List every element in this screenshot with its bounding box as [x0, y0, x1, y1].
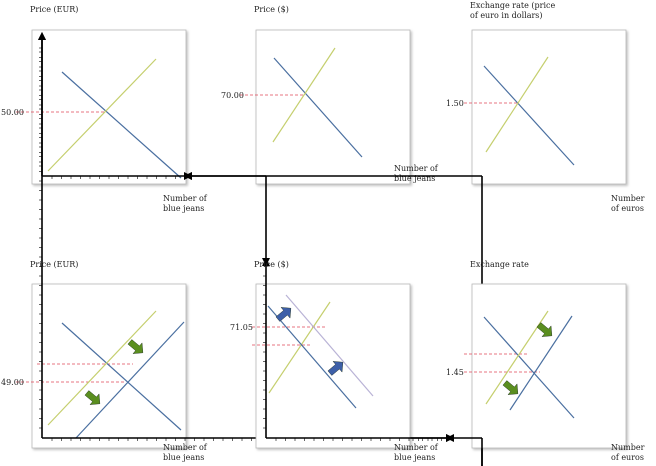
- green-arrow-down-right-icon: [127, 339, 144, 354]
- blue-arrow-up-right-icon: [275, 307, 292, 322]
- demand-curve: [61, 71, 182, 179]
- x-axis-label-line: Number of: [394, 164, 439, 173]
- price-value-label: 1.45: [446, 368, 464, 377]
- x-axis-label: Number of blue jeans: [394, 443, 439, 462]
- y-axis-label-line: Price (EUR): [30, 5, 78, 14]
- demand-curve: [483, 65, 575, 166]
- x-axis-label-line: blue jeans: [163, 204, 204, 213]
- y-axis-label: Price (EUR): [30, 260, 78, 269]
- x-axis-label-line: Number of: [163, 194, 208, 203]
- demand-curve: [483, 316, 575, 419]
- y-axis-label-line: Exchange rate (price: [470, 1, 555, 10]
- y-axis-label-line: Exchange rate: [470, 260, 529, 269]
- demand-curve: [509, 315, 573, 411]
- plot-frame: [471, 283, 627, 449]
- y-axis-label: Price ($): [254, 5, 289, 14]
- blue-arrow-up-right-icon: [327, 361, 344, 376]
- x-axis-label: Number of blue jeans: [163, 443, 208, 462]
- panel-p2: Price ($) Number of blue jeans 70.00: [184, 5, 439, 266]
- y-axis-label-line: of euro in dollars): [470, 11, 543, 20]
- supply-curve: [272, 47, 336, 143]
- x-axis-label-line: blue jeans: [394, 453, 435, 462]
- plot-frame: [255, 29, 411, 185]
- plot-frame: [471, 29, 627, 185]
- x-axis-label: Number of euros: [611, 443, 645, 462]
- y-axis-label-line: Price ($): [254, 260, 289, 269]
- x-axis-label-line: Number: [611, 194, 645, 203]
- x-axis-label-line: Number: [611, 443, 645, 452]
- shifted-demand-curve: [285, 294, 374, 397]
- panel-p3: Exchange rate (price of euro in dollars) N…: [184, 1, 645, 466]
- price-value-label: 70.00: [221, 91, 244, 100]
- price-value-label: 1.50: [446, 99, 464, 108]
- price-value-label: 50.00: [1, 108, 24, 117]
- demand-curve: [273, 57, 363, 158]
- x-axis-label-line: Number of: [394, 443, 439, 452]
- y-axis-label: Price ($): [254, 260, 289, 269]
- panel-p5: Price ($) Number of blue jeans 71.05: [230, 258, 454, 462]
- y-axis-label-line: Price ($): [254, 5, 289, 14]
- green-arrow-down-right-icon: [502, 380, 519, 395]
- demand-curve: [61, 322, 182, 431]
- plot-frame: [255, 283, 411, 449]
- y-axis-label: Exchange rate: [470, 260, 529, 269]
- supply-curve: [47, 58, 157, 172]
- supply-curve: [268, 301, 331, 394]
- demand-curve: [267, 305, 357, 409]
- y-axis-label: Exchange rate (price of euro in dollars): [470, 1, 555, 20]
- x-axis-label-line: Number of: [163, 443, 208, 452]
- panel-p6: Exchange rate Number of euros 1.45: [446, 260, 645, 466]
- x-axis-label-line: of euros: [611, 453, 644, 462]
- x-axis-label-line: blue jeans: [163, 453, 204, 462]
- x-axis-label: Number of blue jeans: [394, 164, 439, 183]
- supply-curve: [485, 56, 549, 153]
- x-axis-label-line: blue jeans: [394, 174, 435, 183]
- price-value-label: 71.05: [230, 323, 253, 332]
- price-value-label: 49.00: [1, 378, 24, 387]
- y-axis-label: Price (EUR): [30, 5, 78, 14]
- green-arrow-down-right-icon: [84, 390, 101, 405]
- supply-curve: [47, 310, 157, 426]
- panel-p1: Price (EUR) Number of blue jeans 50.00: [1, 5, 208, 213]
- x-axis-label-line: of euros: [611, 204, 644, 213]
- green-arrow-down-right-icon: [536, 322, 553, 337]
- x-axis-label: Number of blue jeans: [163, 194, 208, 213]
- x-axis-label: Number of euros: [611, 194, 645, 213]
- demand-curve: [75, 321, 185, 439]
- y-axis-label-line: Price (EUR): [30, 260, 78, 269]
